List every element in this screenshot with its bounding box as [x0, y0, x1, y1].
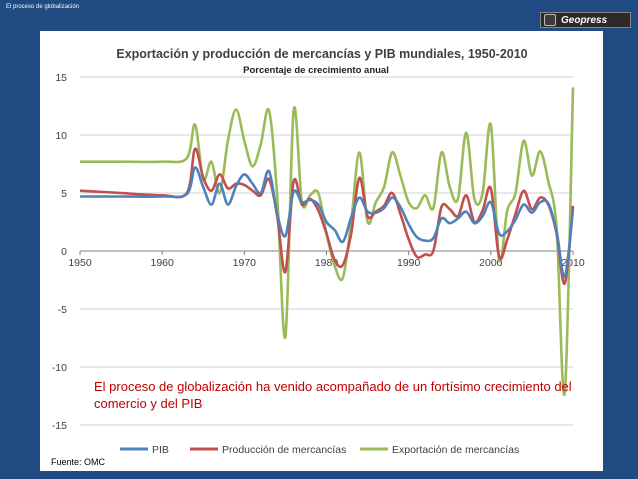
y-tick-label: 0 [61, 246, 67, 258]
source-note: Fuente: OMC [51, 457, 106, 467]
series-lines [79, 87, 575, 397]
annotation-text: El proceso de globalización ha venido ac… [94, 379, 572, 411]
x-tick-label: 1990 [397, 257, 421, 269]
series-line-produccion [79, 147, 575, 285]
legend: PIB Producción de mercancías Exportación d… [120, 444, 519, 456]
x-tick-label: 2000 [479, 257, 503, 269]
y-tick-label: 10 [55, 130, 67, 142]
x-tick-label: 1970 [233, 257, 257, 269]
chart-subtitle: Porcentaje de crecimiento anual [243, 65, 389, 76]
x-axis: 1950 1960 1970 1980 1990 2000 2010 [68, 250, 585, 269]
geopress-logo: Geopress [540, 12, 631, 28]
x-tick-label: 2010 [561, 257, 585, 269]
y-tick-label: 15 [55, 72, 67, 84]
legend-item-exportacion-label: Exportación de mercancías [392, 444, 519, 456]
globe-icon [544, 14, 556, 26]
y-tick-label: -5 [58, 304, 67, 316]
chart-title: Exportación y producción de mercancías y… [116, 47, 527, 61]
series-line-pib [80, 166, 575, 278]
legend-item-produccion-label: Producción de mercancías [222, 444, 346, 456]
y-tick-label: -15 [52, 420, 67, 432]
legend-item-pib-label: PIB [152, 444, 169, 456]
logo-text: Geopress [561, 14, 608, 26]
slide-title: El proceso de globalización [6, 4, 80, 10]
x-tick-label: 1950 [68, 257, 92, 269]
y-tick-label: 5 [61, 188, 67, 200]
x-tick-label: 1960 [150, 257, 174, 269]
y-axis-labels: 15 10 5 0 -5 -10 -15 [52, 72, 67, 432]
y-tick-label: -10 [52, 362, 67, 374]
series-line-exportacion [80, 87, 575, 397]
